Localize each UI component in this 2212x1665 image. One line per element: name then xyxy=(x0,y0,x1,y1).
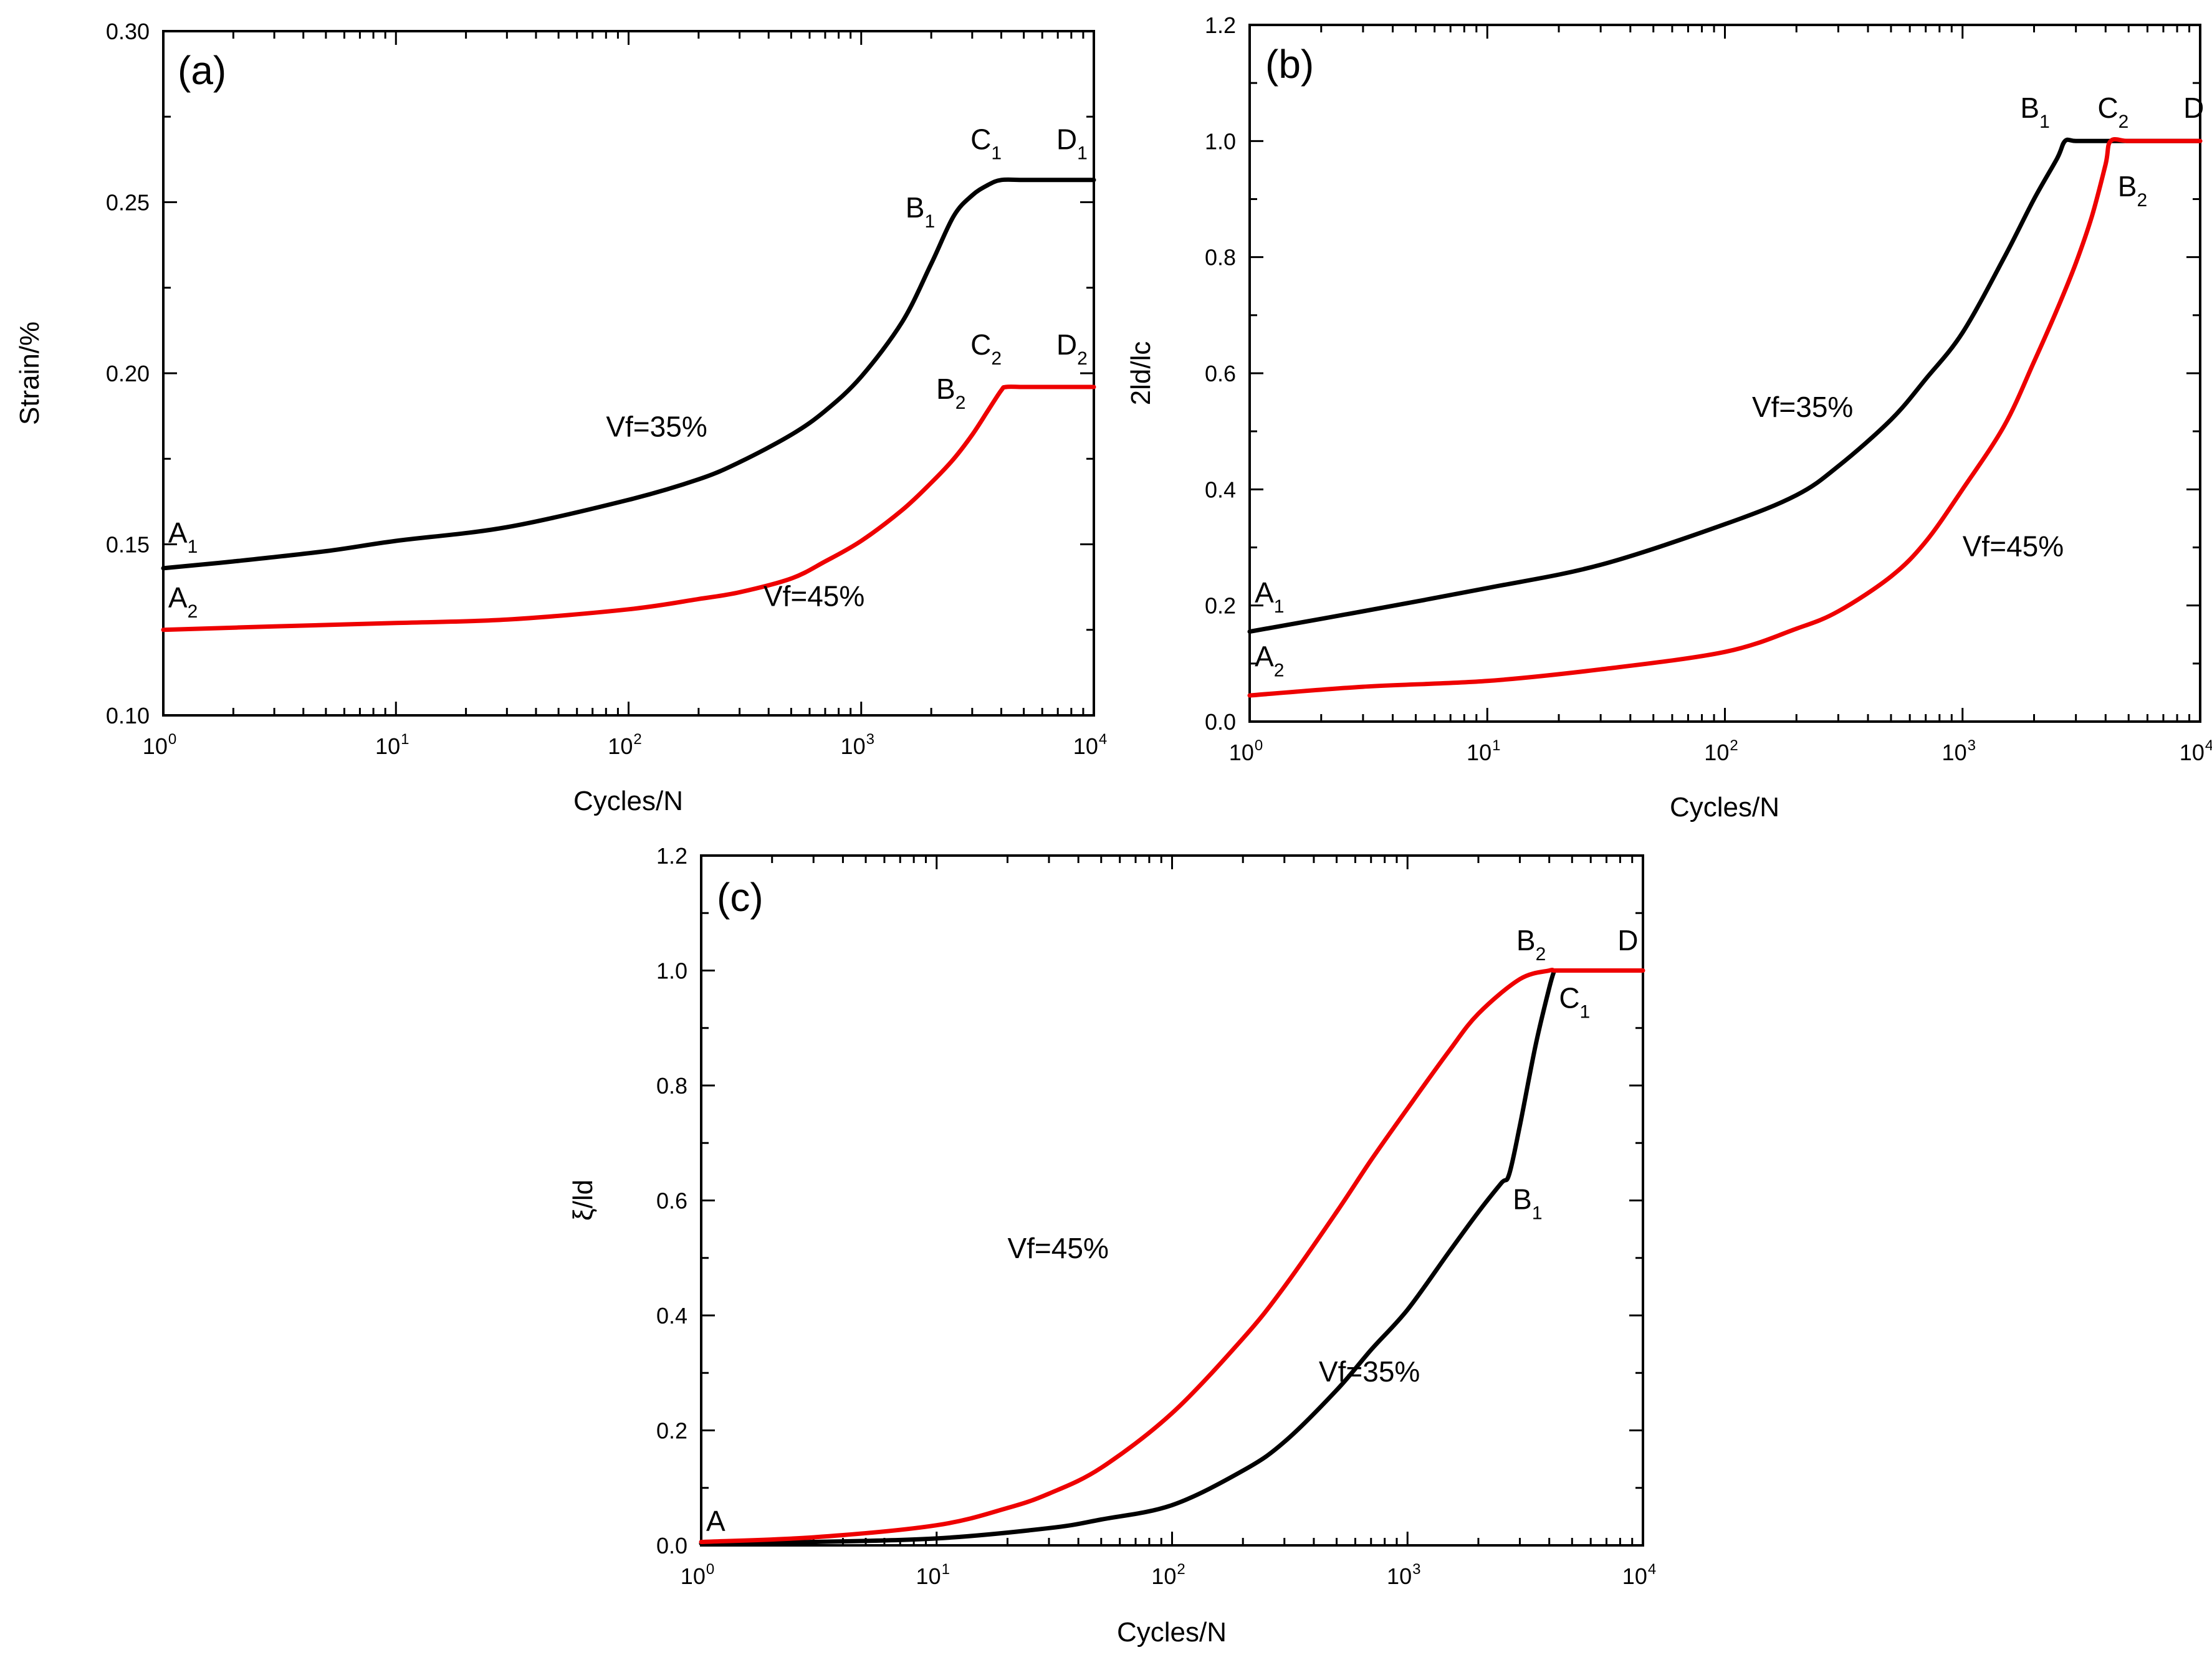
annotation-vf-45: Vf=45% xyxy=(1963,530,2064,562)
x-tick-label: 104 xyxy=(2180,737,2212,765)
annotation-layer: A B2 D C1 B1 Vf=45% Vf=35% xyxy=(706,924,1638,1537)
x-tick-label: 101 xyxy=(916,1561,950,1589)
annotation-d: D xyxy=(2183,92,2204,124)
x-axis-label: Cycles/N xyxy=(1117,1617,1227,1648)
y-tick-label: 0.2 xyxy=(656,1418,687,1444)
plot-frame xyxy=(1248,24,2201,723)
y-tick-label: 1.2 xyxy=(1205,12,1236,38)
y-tick-label: 0.15 xyxy=(106,532,150,558)
x-tick-label: 104 xyxy=(1622,1561,1656,1589)
series-line-vf-35 xyxy=(1247,137,2203,634)
y-axis-label: ξ/ld xyxy=(568,1180,598,1221)
y-tick-label: 0.25 xyxy=(106,190,150,216)
x-tick-label: 103 xyxy=(1387,1561,1420,1589)
y-tick-labels: 0.0 0.2 0.4 0.6 0.8 1.0 1.2 xyxy=(1205,12,1236,735)
y-tick-label: 0.6 xyxy=(1205,361,1236,386)
x-tick-labels: 100 101 102 103 104 xyxy=(1229,737,2212,765)
x-tick-label: 102 xyxy=(1704,737,1738,765)
y-tick-labels: 0.10 0.15 0.20 0.25 0.30 xyxy=(106,19,150,728)
annotation-a: A xyxy=(706,1505,725,1537)
annotation-b2: B2 xyxy=(2118,170,2147,211)
series-line-vf-45 xyxy=(161,384,1096,632)
series-layer xyxy=(1247,137,2203,698)
annotation-a1: A1 xyxy=(168,517,198,557)
annotation-a2: A2 xyxy=(168,581,198,622)
y-tick-label: 0.6 xyxy=(656,1188,687,1214)
y-tick-label: 1.2 xyxy=(656,843,687,869)
x-tick-labels: 100 101 102 103 104 xyxy=(143,731,1107,759)
y-tick-label: 0.8 xyxy=(656,1073,687,1099)
ticks xyxy=(162,30,1095,717)
y-tick-label: 0.8 xyxy=(1205,245,1236,270)
annotation-c2: C2 xyxy=(2097,92,2128,132)
panel-b: 100 101 102 103 104 0.0 0.2 0.4 0.6 0.8 1.0 1.2 A1… xyxy=(1126,12,2212,823)
y-tick-label: 0.0 xyxy=(656,1533,687,1558)
annotation-c1: C1 xyxy=(970,123,1002,163)
annotation-c2: C2 xyxy=(970,328,1002,369)
plot-frame xyxy=(700,854,1644,1547)
y-tick-label: 1.0 xyxy=(656,958,687,984)
annotation-b1: B1 xyxy=(1513,1183,1542,1223)
ticks xyxy=(1248,24,2201,723)
ticks xyxy=(700,854,1644,1547)
x-tick-label: 103 xyxy=(1942,737,1976,765)
annotation-vf-45: Vf=45% xyxy=(1007,1232,1108,1264)
x-tick-label: 102 xyxy=(608,731,641,759)
y-tick-label: 0.4 xyxy=(656,1303,687,1329)
y-tick-label: 0.0 xyxy=(1205,709,1236,735)
panel-a: 100 101 102 103 104 0.100.150.200.250.30 A1A… xyxy=(14,19,1107,816)
y-tick-label: 0.30 xyxy=(106,19,150,44)
x-tick-label: 100 xyxy=(143,731,176,759)
x-tick-labels: 100 101 102 103 104 xyxy=(681,1561,1656,1589)
annotation-d1: D1 xyxy=(1056,123,1088,163)
y-tick-label: 0.10 xyxy=(106,703,150,728)
annotation-vf-45: Vf=45% xyxy=(764,580,864,612)
annotation-vf-35: Vf=35% xyxy=(1752,391,1853,423)
annotation-layer: A1 A2 B1 C2 D B2 Vf=35% Vf=45% xyxy=(1255,92,2204,680)
x-tick-label: 101 xyxy=(375,731,409,759)
series-layer xyxy=(699,967,1645,1546)
x-tick-label: 100 xyxy=(681,1561,714,1589)
x-tick-label: 104 xyxy=(1073,731,1107,759)
annotation-b1: B1 xyxy=(906,191,935,232)
y-tick-label: 0.4 xyxy=(1205,477,1236,502)
x-axis-label: Cycles/N xyxy=(573,786,683,816)
panel-label: (a) xyxy=(178,48,226,93)
x-tick-label: 101 xyxy=(1467,737,1500,765)
annotation-b2: B2 xyxy=(936,373,965,413)
y-tick-label: 1.0 xyxy=(1205,128,1236,154)
y-tick-labels: 0.0 0.2 0.4 0.6 0.8 1.0 1.2 xyxy=(656,843,687,1558)
x-tick-label: 102 xyxy=(1151,1561,1185,1589)
series-line-vf-35 xyxy=(699,968,1557,1546)
annotation-b1: B1 xyxy=(2020,92,2049,132)
x-tick-label: 103 xyxy=(841,731,874,759)
panel-label: (c) xyxy=(717,875,764,920)
y-axis-label: 2ld/lc xyxy=(1126,341,1156,406)
annotation-vf-35: Vf=35% xyxy=(606,411,707,443)
annotation-a1: A1 xyxy=(1255,576,1284,617)
annotation-d: D xyxy=(1617,924,1638,957)
y-tick-label: 0.2 xyxy=(1205,593,1236,619)
x-tick-label: 100 xyxy=(1229,737,1263,765)
annotation-b2: B2 xyxy=(1516,924,1546,965)
series-line-vf-35 xyxy=(161,177,1096,571)
x-axis-label: Cycles/N xyxy=(1670,792,1779,823)
annotation-c1: C1 xyxy=(1559,981,1590,1022)
panel-c: 100 101 102 103 104 0.0 0.2 0.4 0.6 0.8 1.0 1.2 A B… xyxy=(568,843,1656,1648)
annotation-d2: D2 xyxy=(1056,328,1088,369)
y-tick-label: 0.20 xyxy=(106,361,150,386)
series-line-vf-45 xyxy=(1247,137,2203,698)
series-line-vf-45 xyxy=(699,967,1645,1544)
series-layer xyxy=(161,177,1096,632)
y-axis-label: Strain/% xyxy=(14,322,45,425)
annotation-vf-35: Vf=35% xyxy=(1319,1355,1420,1388)
annotation-a2: A2 xyxy=(1255,640,1284,680)
panel-label: (b) xyxy=(1265,42,1314,87)
